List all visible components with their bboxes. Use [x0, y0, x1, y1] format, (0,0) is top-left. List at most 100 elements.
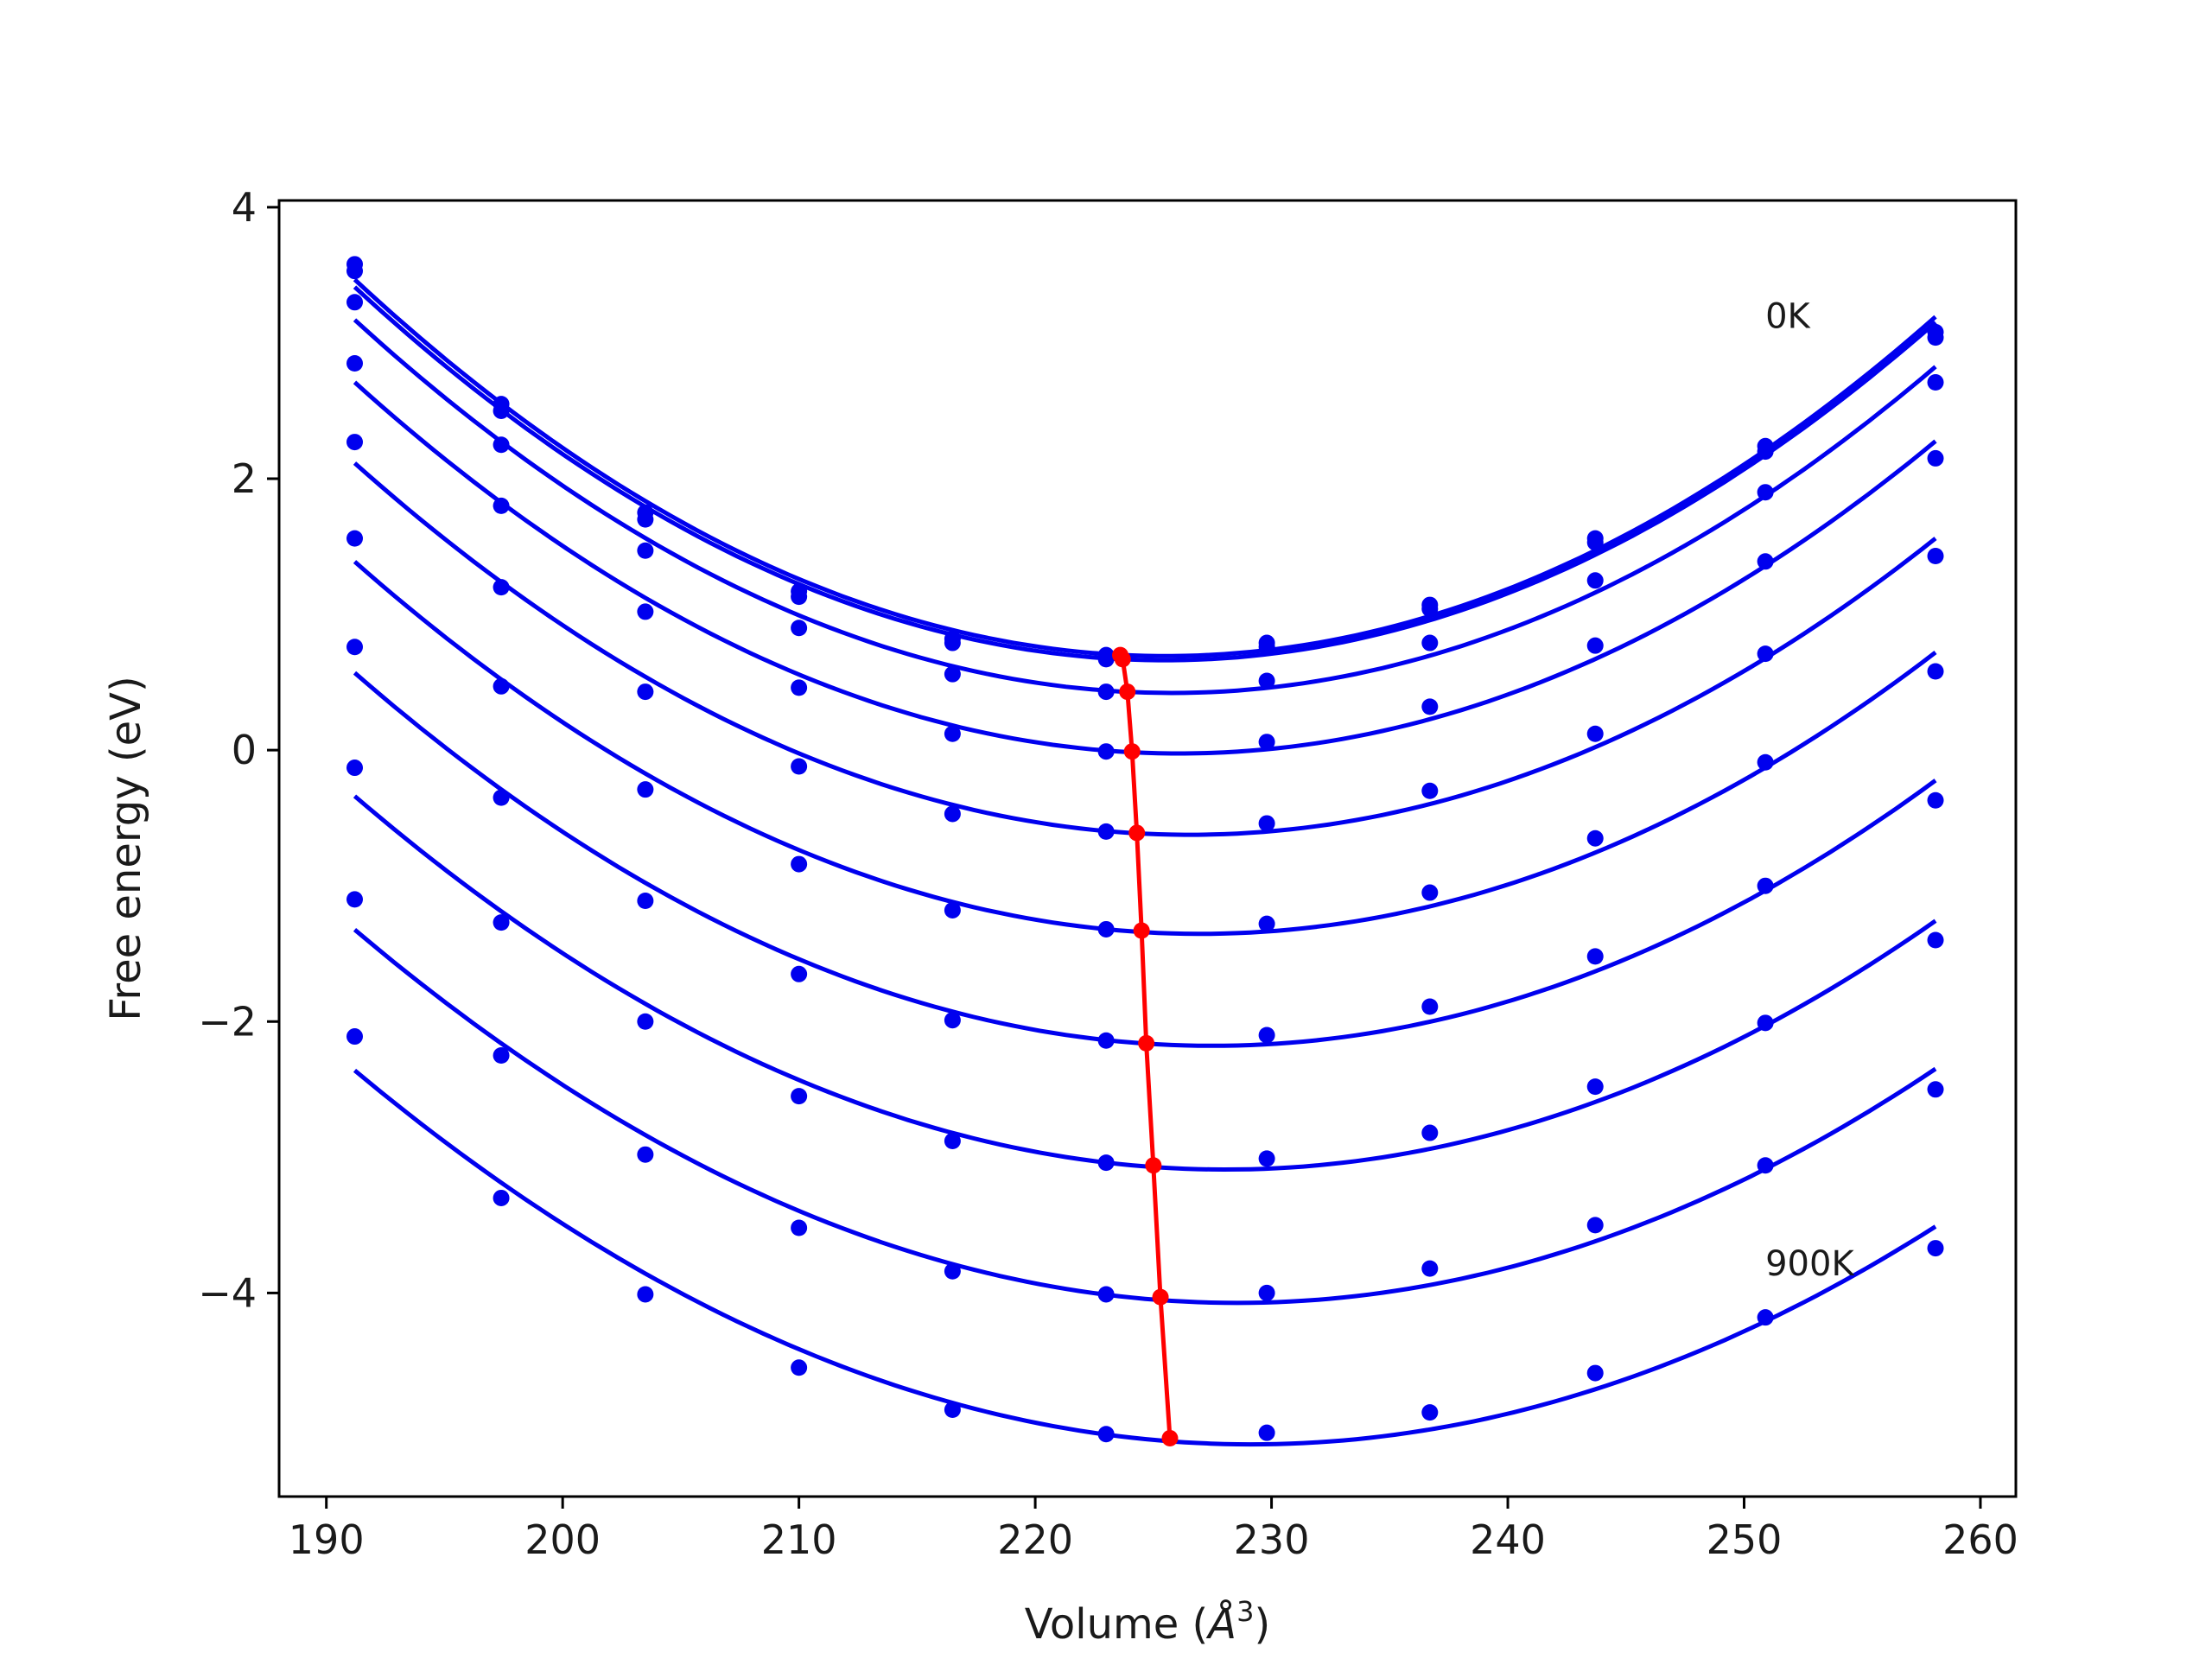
x-tick-label: 190 [289, 1516, 365, 1563]
data-point [791, 965, 808, 982]
x-tick-label: 240 [1470, 1516, 1546, 1563]
data-point [1097, 920, 1115, 938]
plot-area [346, 256, 1944, 1447]
data-point [1421, 1124, 1439, 1141]
data-point [1097, 743, 1115, 760]
data-point [1097, 1154, 1115, 1172]
data-point [1097, 823, 1115, 840]
data-point [791, 588, 808, 606]
minimum-point [1128, 824, 1146, 842]
energy-curve-4 [353, 461, 1937, 837]
data-point [637, 892, 654, 909]
data-point [1258, 815, 1275, 832]
data-point [346, 530, 364, 547]
data-point [1586, 830, 1604, 847]
minimum-point [1161, 1429, 1179, 1446]
data-point [944, 665, 961, 683]
data-point [1258, 1284, 1275, 1301]
data-point [1097, 1032, 1115, 1049]
annotation-0k: 0K [1765, 297, 1811, 337]
data-point [493, 789, 510, 806]
data-point [791, 620, 808, 637]
minimum-point [1145, 1157, 1162, 1174]
data-point [1927, 329, 1944, 346]
minimum-point [1114, 651, 1131, 668]
data-point [1258, 1150, 1275, 1167]
data-point [944, 805, 961, 823]
x-axis-ticks: 190 200 210 220 230 240 250 260 [289, 1497, 2018, 1563]
y-tick-label: −2 [198, 998, 257, 1045]
data-point [637, 1146, 654, 1163]
minimum-point [1138, 1034, 1155, 1052]
data-point [637, 1013, 654, 1030]
energy-curve-0 [353, 277, 1937, 658]
data-point [346, 263, 364, 280]
x-tick-label: 260 [1942, 1516, 2018, 1563]
data-point [1757, 877, 1774, 894]
data-point [1421, 698, 1439, 715]
y-tick-label: 2 [232, 455, 257, 502]
data-point [1258, 639, 1275, 656]
data-point [1097, 1426, 1115, 1443]
data-point [944, 1401, 961, 1418]
data-point [493, 1189, 510, 1206]
data-point [1586, 1078, 1604, 1096]
data-point [637, 683, 654, 701]
data-point [493, 579, 510, 596]
data-point [493, 914, 510, 931]
x-axis-label: Volume (Å3) [1025, 1595, 1270, 1649]
data-point [1927, 1240, 1944, 1257]
data-point [1421, 884, 1439, 901]
data-point [944, 1012, 961, 1029]
x-tick-label: 250 [1707, 1516, 1783, 1563]
data-point [1097, 651, 1115, 668]
minimum-point [1152, 1288, 1169, 1306]
data-point [944, 1262, 961, 1280]
data-point [1586, 1217, 1604, 1234]
energy-curve-8 [353, 927, 1937, 1306]
data-point [1757, 645, 1774, 663]
minimum-line [1118, 653, 1173, 1439]
plot-frame [277, 199, 2018, 1498]
data-point [1258, 915, 1275, 932]
data-point [1757, 1309, 1774, 1326]
data-point [346, 1028, 364, 1046]
data-point [791, 679, 808, 696]
data-point [493, 497, 510, 514]
y-tick-label: −4 [198, 1269, 257, 1316]
data-point [1927, 548, 1944, 565]
data-point [1757, 753, 1774, 771]
data-point [1927, 1081, 1944, 1098]
data-point [1421, 1260, 1439, 1277]
minimum-point [1133, 922, 1150, 939]
energy-curve-9 [353, 1068, 1937, 1447]
data-point [637, 511, 654, 528]
data-point [637, 603, 654, 620]
energy-curve-5 [353, 560, 1937, 937]
data-point [944, 901, 961, 918]
x-tick-label: 230 [1234, 1516, 1310, 1563]
annotation-900k: 900K [1765, 1244, 1855, 1284]
data-point [944, 725, 961, 742]
data-point [1421, 601, 1439, 618]
x-tick-label: 200 [524, 1516, 601, 1563]
data-point [1927, 449, 1944, 467]
data-point [1757, 1157, 1774, 1174]
data-point [1097, 1286, 1115, 1303]
data-point [791, 1219, 808, 1236]
data-point [493, 677, 510, 695]
y-axis-label: Free energy (eV) [102, 676, 150, 1020]
data-point [1757, 443, 1774, 461]
data-point [1421, 634, 1439, 652]
data-point [791, 1088, 808, 1105]
data-point [1258, 672, 1275, 690]
data-point [1586, 725, 1604, 742]
data-point [637, 781, 654, 798]
data-point [1757, 1014, 1774, 1032]
data-point [1421, 998, 1439, 1015]
data-point [1927, 663, 1944, 680]
data-point [1586, 637, 1604, 654]
data-point [1586, 948, 1604, 965]
data-point [493, 436, 510, 454]
